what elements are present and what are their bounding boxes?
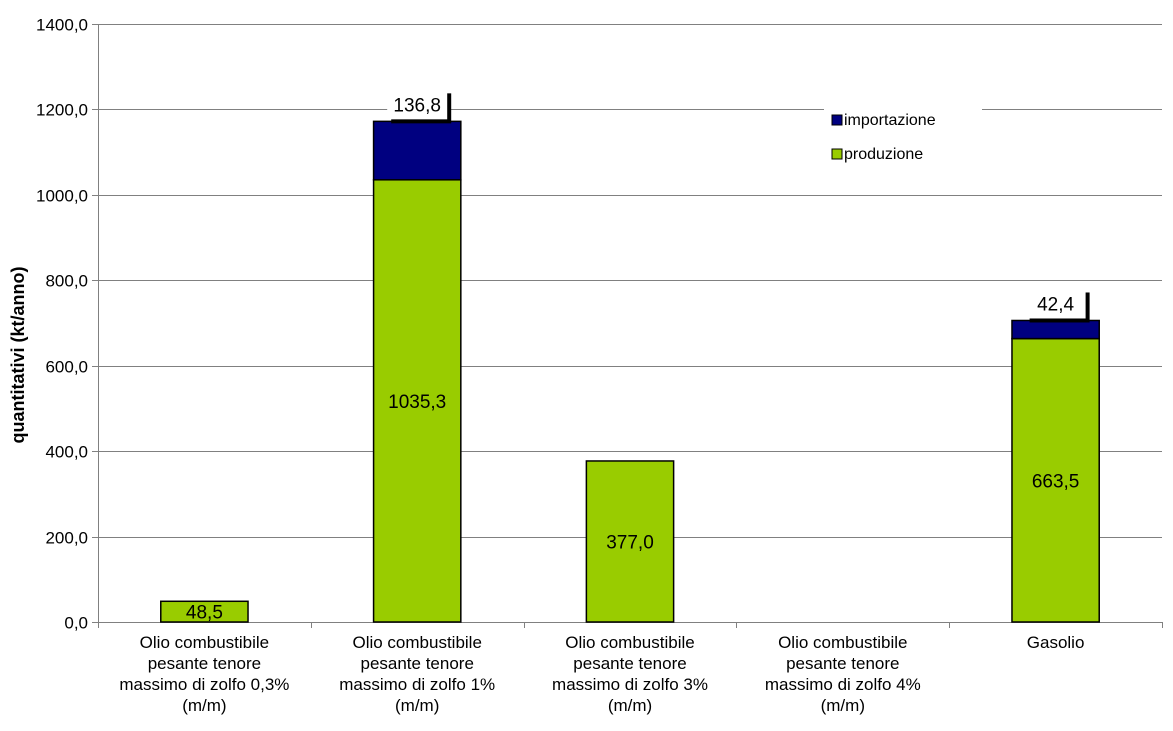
data-label-produzione: 377,0 — [606, 532, 654, 553]
y-tick-label: 1200,0 — [36, 101, 88, 120]
bar-produzione — [160, 600, 249, 623]
y-tick-label: 600,0 — [45, 358, 88, 377]
legend-swatch-produzione — [831, 148, 843, 160]
y-tick-label: 200,0 — [45, 529, 88, 548]
legend-label-importazione: importazione — [844, 112, 936, 129]
x-category-label: Olio combustibile pesante tenore massimo d… — [119, 633, 289, 715]
data-label-produzione: 1035,3 — [388, 392, 446, 413]
data-label-produzione: 48,5 — [186, 603, 223, 624]
bar-importazione — [372, 120, 462, 181]
y-axis-label: quantitativi (kt/anno) — [8, 267, 28, 444]
data-label-importazione: 42,4 — [1037, 294, 1074, 315]
bar-produzione — [372, 179, 462, 623]
x-category-label: Olio combustibile pesante tenore massimo d… — [765, 633, 921, 715]
legend-background — [824, 104, 982, 178]
x-category-label: Gasolio — [1027, 633, 1085, 652]
x-category-label: Olio combustibile pesante tenore massimo d… — [339, 633, 495, 715]
y-tick-label: 800,0 — [45, 272, 88, 291]
data-label-box — [387, 89, 448, 120]
data-label-importazione: 136,8 — [393, 95, 441, 116]
y-tick-label: 1000,0 — [36, 187, 88, 206]
bar-produzione — [585, 460, 675, 623]
y-tick-label: 0,0 — [64, 614, 88, 633]
y-tick-label: 1400,0 — [36, 16, 88, 35]
bar-produzione — [1011, 337, 1100, 623]
legend-swatch-importazione — [831, 114, 843, 126]
data-label-produzione: 663,5 — [1032, 471, 1080, 492]
legend-label-produzione: produzione — [844, 146, 923, 163]
x-category-label: Olio combustibile pesante tenore massimo d… — [552, 633, 708, 715]
bar-importazione — [1011, 319, 1100, 340]
data-label-box — [1025, 288, 1086, 319]
y-tick-label: 400,0 — [45, 443, 88, 462]
